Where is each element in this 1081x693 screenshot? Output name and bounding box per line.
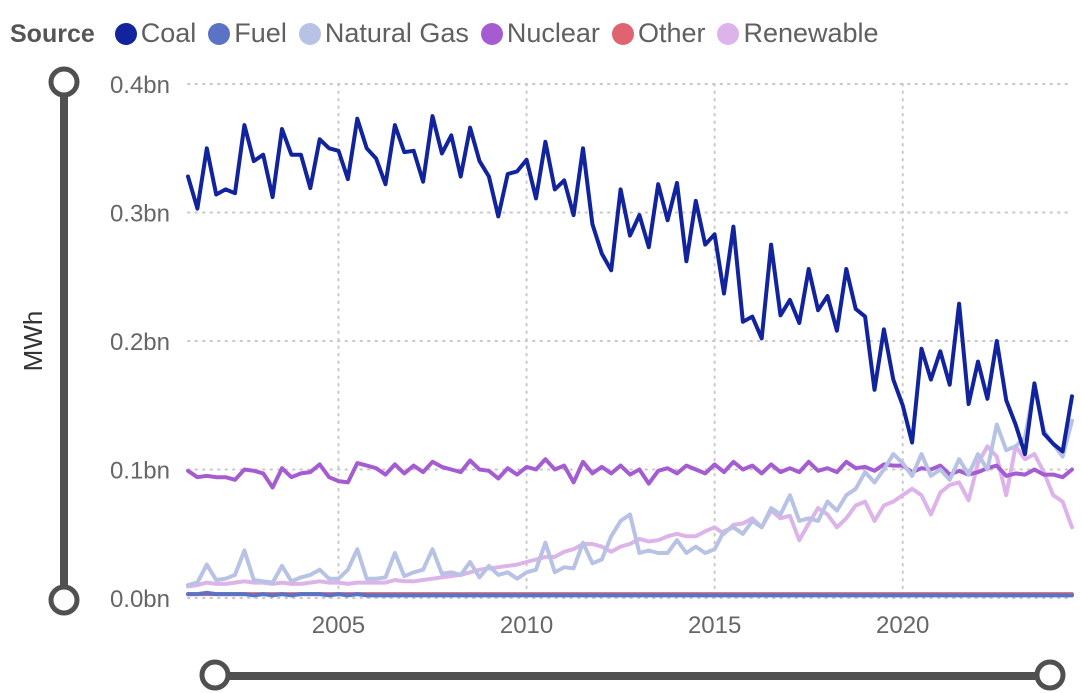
series-line-coal [186, 114, 1074, 457]
y-zoom-slider-top-handle[interactable] [48, 66, 80, 98]
legend-title: Source [10, 19, 95, 48]
series-line-renewable [186, 444, 1074, 589]
legend-label: Fuel [234, 18, 287, 49]
chart-legend: Source Coal Fuel Natural Gas Nuclear Other Re… [10, 16, 891, 52]
y-tick-label: 0.0bn [110, 586, 170, 613]
y-tick-label: 0.3bn [110, 201, 170, 228]
legend-item-fuel[interactable]: Fuel [208, 18, 287, 49]
legend-label: Renewable [743, 18, 879, 49]
y-axis-title: MWh [18, 311, 48, 372]
legend-item-coal[interactable]: Coal [114, 18, 197, 49]
series-line-fuel [186, 590, 1074, 598]
y-tick-label: 0.2bn [110, 329, 170, 356]
legend-swatch [717, 22, 740, 45]
legend-swatch [611, 22, 634, 45]
y-tick-label: 0.1bn [110, 458, 170, 485]
legend-item-other[interactable]: Other [611, 18, 706, 49]
x-zoom-slider-right-handle[interactable] [1034, 659, 1066, 691]
legend-label: Nuclear [506, 18, 600, 49]
x-tick-label: 2010 [500, 612, 553, 639]
legend-swatch [114, 22, 137, 45]
legend-item-nuclear[interactable]: Nuclear [480, 18, 600, 49]
legend-swatch [208, 22, 231, 45]
legend-item-natural-gas[interactable]: Natural Gas [298, 18, 469, 49]
series-line-nuclear [186, 457, 1074, 490]
legend-swatch [480, 22, 503, 45]
legend-item-renewable[interactable]: Renewable [717, 18, 879, 49]
legend-label: Coal [140, 18, 197, 49]
legend-swatch [298, 22, 321, 45]
legend-label: Natural Gas [324, 18, 469, 49]
x-tick-label: 2020 [876, 612, 929, 639]
legend-label: Other [637, 18, 706, 49]
x-tick-label: 2015 [688, 612, 741, 639]
legend-items: Coal Fuel Natural Gas Nuclear Other Renewable [114, 18, 891, 50]
y-zoom-slider-bottom-handle[interactable] [48, 584, 80, 616]
series-line-natural-gas [186, 384, 1074, 588]
x-tick-label: 2005 [312, 612, 365, 639]
y-tick-label: 0.4bn [110, 72, 170, 99]
x-zoom-slider-left-handle[interactable] [199, 659, 231, 691]
